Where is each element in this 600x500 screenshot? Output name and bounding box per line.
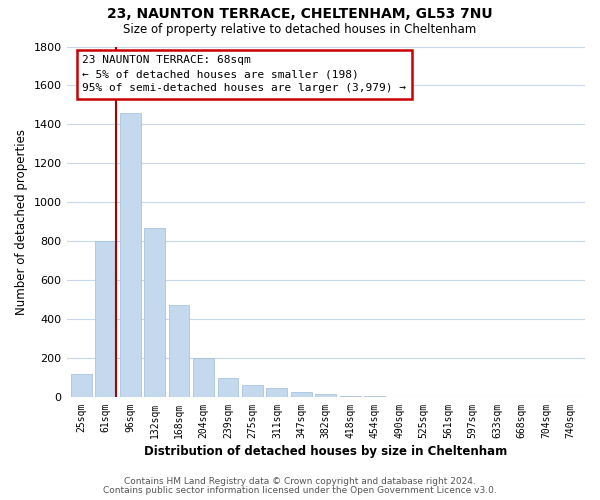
Bar	[340, 396, 361, 398]
Text: 23, NAUNTON TERRACE, CHELTENHAM, GL53 7NU: 23, NAUNTON TERRACE, CHELTENHAM, GL53 7N…	[107, 8, 493, 22]
Bar	[218, 378, 238, 398]
Bar	[120, 113, 140, 398]
Text: Contains HM Land Registry data © Crown copyright and database right 2024.: Contains HM Land Registry data © Crown c…	[124, 477, 476, 486]
Text: Size of property relative to detached houses in Cheltenham: Size of property relative to detached ho…	[124, 22, 476, 36]
Bar	[242, 385, 263, 398]
Y-axis label: Number of detached properties: Number of detached properties	[15, 129, 28, 315]
Bar	[169, 305, 190, 398]
Text: 23 NAUNTON TERRACE: 68sqm
← 5% of detached houses are smaller (198)
95% of semi-: 23 NAUNTON TERRACE: 68sqm ← 5% of detach…	[82, 56, 406, 94]
Bar	[364, 396, 385, 398]
Bar	[144, 228, 165, 398]
Bar	[71, 374, 92, 398]
Bar	[193, 358, 214, 398]
Bar	[95, 242, 116, 398]
Text: Contains public sector information licensed under the Open Government Licence v3: Contains public sector information licen…	[103, 486, 497, 495]
Bar	[316, 394, 336, 398]
Bar	[266, 388, 287, 398]
X-axis label: Distribution of detached houses by size in Cheltenham: Distribution of detached houses by size …	[144, 444, 508, 458]
Bar	[291, 392, 312, 398]
